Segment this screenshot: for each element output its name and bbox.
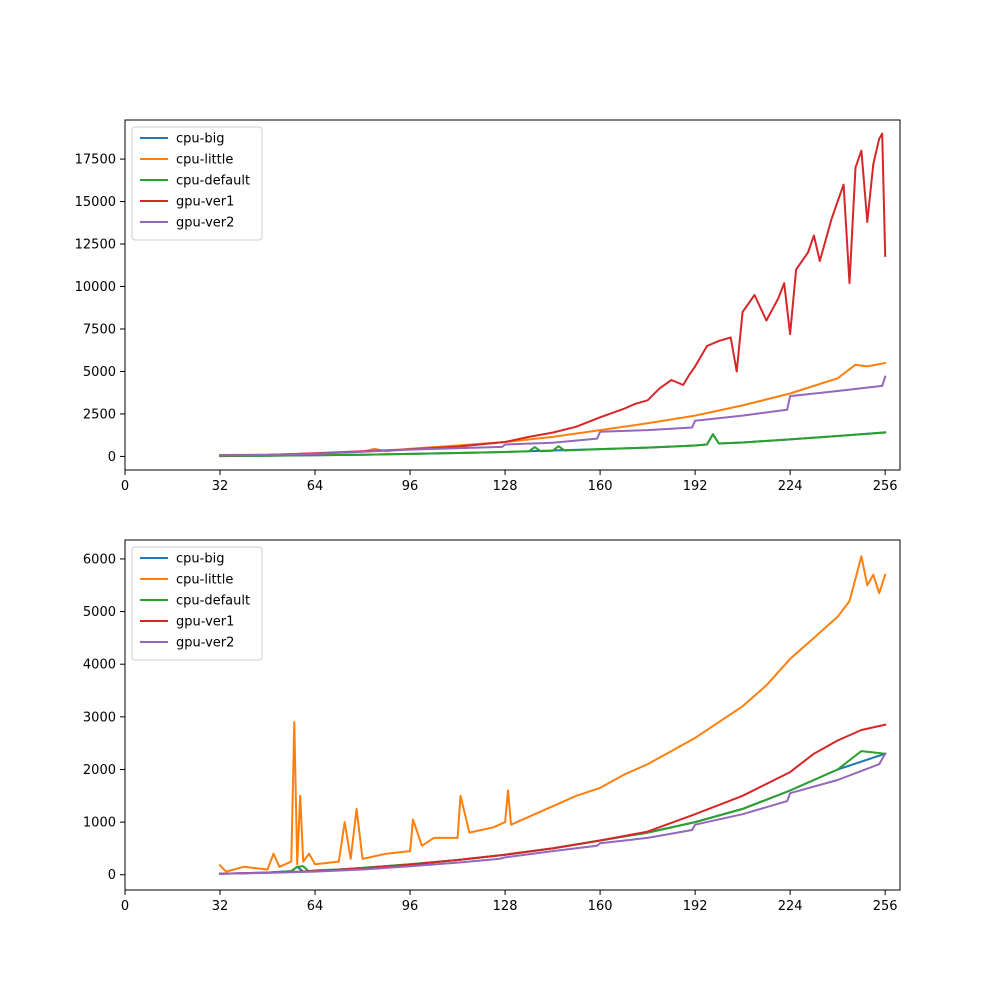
x-tick-label: 160 [588,899,613,914]
series-line-gpu-ver1 [218,132,887,457]
y-tick-label: 5000 [83,605,116,620]
legend-label-cpu-little: cpu-little [176,153,233,168]
y-tick-label: 3000 [83,710,116,725]
x-tick-label: 32 [212,899,229,914]
x-tick-label: 32 [212,479,229,494]
legend: cpu-big cpu-little cpu-default gpu-ver1 gpu-… [131,546,263,661]
x-tick-label: 96 [402,479,419,494]
x-tick-label: 128 [493,899,518,914]
x-tick-label: 0 [121,479,129,494]
legend-label-cpu-little: cpu-little [176,573,233,588]
series-line-cpu-big [218,752,887,875]
y-tick-label: 12500 [75,238,116,253]
series-line-gpu-ver2 [218,752,887,875]
chart-2: 0 32 64 96 128 160 192 224 256 0 1000 2000 3000 4000 5… [83,539,901,914]
y-tick-label: 10000 [75,280,116,295]
y-tick-label: 7500 [83,322,116,337]
y-tick-label: 0 [108,868,116,883]
y-tick-label: 4000 [83,658,116,673]
x-tick-label: 256 [873,899,898,914]
legend-label-cpu-big: cpu-big [176,132,224,147]
x-tick-label: 64 [307,479,324,494]
x-tick-label: 192 [683,479,708,494]
legend-label-cpu-big: cpu-big [176,552,224,567]
x-tick-label: 96 [402,899,419,914]
y-tick-label: 0 [108,450,116,465]
y-tick-label: 6000 [83,552,116,567]
legend-label-gpu-ver2: gpu-ver2 [176,636,234,651]
x-tick-label: 256 [873,479,898,494]
series-line-gpu-ver2 [218,375,887,457]
y-tick-label: 17500 [75,153,116,168]
y-tick-label: 15000 [75,195,116,210]
legend: cpu-big cpu-little cpu-default gpu-ver1 gpu-… [131,126,263,241]
plot-frame [124,539,901,891]
y-tick-label: 5000 [83,365,116,380]
chart-1: 0 32 64 96 128 160 192 224 256 0 2500 5000 7500 10000… [75,119,901,494]
legend-label-gpu-ver1: gpu-ver1 [176,615,234,630]
legend-label-gpu-ver1: gpu-ver1 [176,195,234,210]
series-lines [218,555,887,875]
plot-frame [124,119,901,471]
x-tick-label: 160 [588,479,613,494]
y-tick-label: 2000 [83,763,116,778]
x-tick-label: 0 [121,899,129,914]
series-line-cpu-little [218,555,887,873]
x-tick-label: 64 [307,899,324,914]
legend-label-cpu-default: cpu-default [176,594,250,609]
series-line-cpu-default [218,431,887,458]
x-tick-label: 128 [493,479,518,494]
x-tick-label: 224 [778,899,803,914]
legend-label-cpu-default: cpu-default [176,174,250,189]
legend-label-gpu-ver2: gpu-ver2 [176,216,234,231]
legend-box [131,546,263,661]
series-lines [218,132,887,458]
x-tick-label: 192 [683,899,708,914]
series-line-cpu-default [218,750,887,875]
legend-box [131,126,263,241]
y-tick-label: 2500 [83,407,116,422]
x-tick-label: 224 [778,479,803,494]
y-tick-label: 1000 [83,816,116,831]
